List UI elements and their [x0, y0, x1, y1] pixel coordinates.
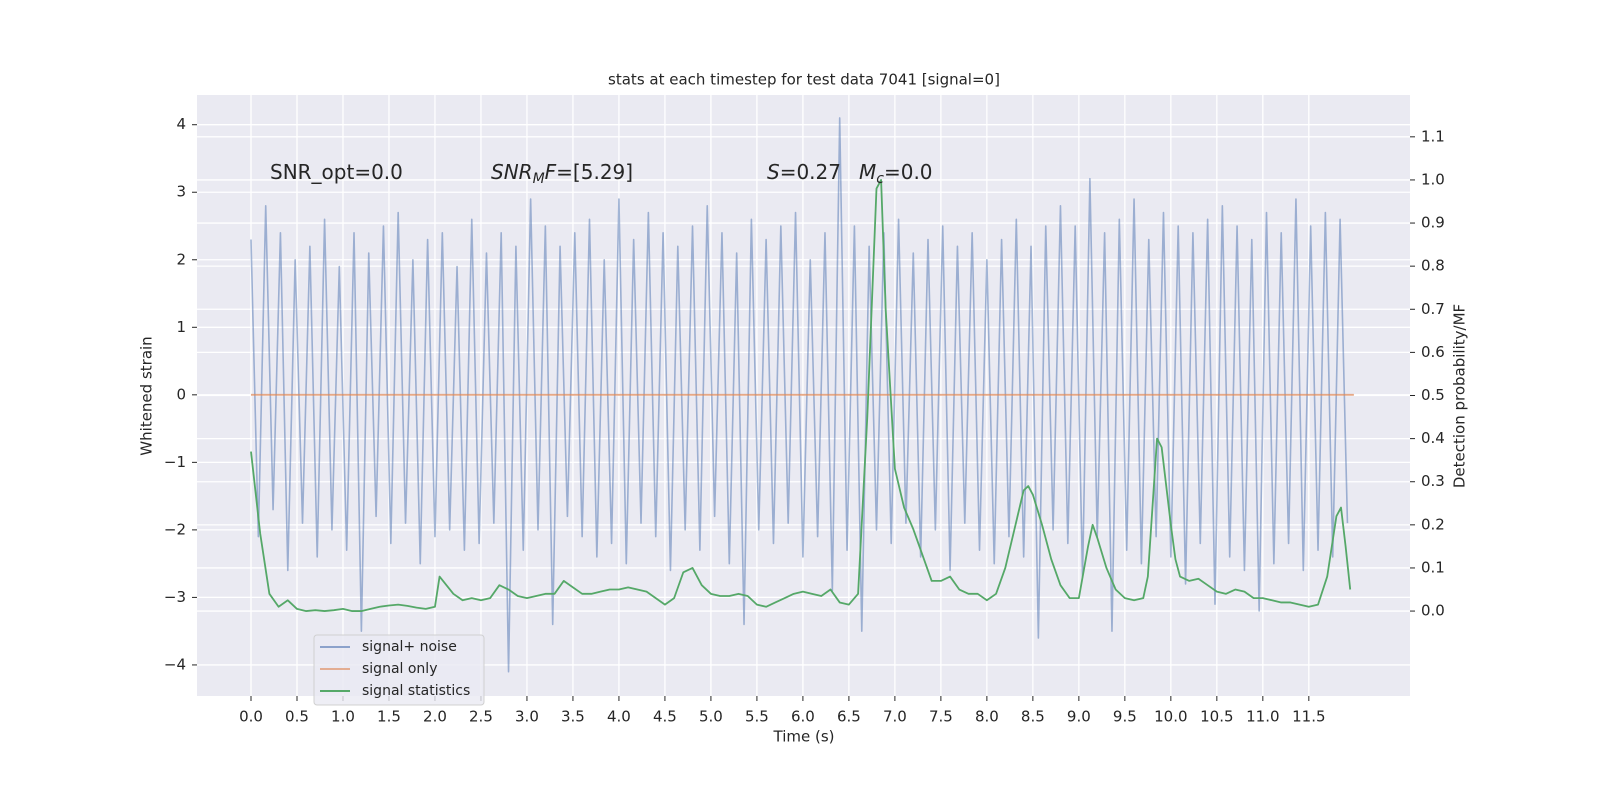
annotation-part: =0.27: [780, 160, 841, 184]
x-tick-label: 2.0: [423, 708, 447, 726]
legend-label: signal statistics: [362, 683, 470, 699]
x-tick-label: 9.5: [1113, 708, 1137, 726]
x-tick-label: 5.5: [745, 708, 769, 726]
y2-tick-label: 0.7: [1421, 300, 1445, 318]
annotation: S=0.27: [767, 160, 841, 184]
annotation-part: M: [859, 160, 876, 184]
x-tick-label: 9.0: [1067, 708, 1091, 726]
annotation: SNR_opt=0.0: [270, 160, 403, 184]
y-tick-label: 1: [176, 318, 186, 336]
y-tick-label: −3: [164, 588, 186, 606]
y2-axis-label: Detection probability/MF: [1451, 304, 1469, 488]
x-tick-label: 8.5: [1021, 708, 1045, 726]
legend-box: [313, 634, 485, 706]
y2-tick-label: 0.1: [1421, 558, 1445, 576]
y2-tick-label: 0.0: [1421, 602, 1445, 620]
y2-tick-label: 0.3: [1421, 472, 1445, 490]
x-tick-label: 2.5: [469, 708, 493, 726]
annotation-part: c: [876, 171, 884, 187]
y-tick-label: 3: [176, 183, 186, 201]
legend: signal+ noise signal only signal statistic…: [313, 634, 485, 706]
annotation-part: =[5.29]: [556, 160, 633, 184]
x-tick-label: 4.0: [607, 708, 631, 726]
x-tick-label: 0.5: [285, 708, 309, 726]
x-tick-label: 11.0: [1246, 708, 1279, 726]
y-tick-label: 4: [176, 115, 186, 133]
y2-tick-label: 1.0: [1421, 170, 1445, 188]
annotation-part: SNR_opt=0.0: [270, 160, 403, 184]
x-tick-label: 6.0: [791, 708, 815, 726]
x-tick-label: 3.0: [515, 708, 539, 726]
x-tick-label: 10.5: [1200, 708, 1233, 726]
x-tick-label: 3.5: [561, 708, 585, 726]
annotation-part: S: [767, 160, 780, 184]
annotation-part: M: [533, 171, 545, 187]
x-tick-label: 10.0: [1154, 708, 1187, 726]
x-tick-label: 11.5: [1292, 708, 1325, 726]
x-tick-label: 1.5: [377, 708, 401, 726]
x-tick-label: 1.0: [331, 708, 355, 726]
legend-label: signal only: [362, 661, 437, 677]
annotation: Mc=0.0: [859, 160, 933, 188]
annotation: SNRMF=[5.29]: [491, 160, 633, 188]
x-axis-label: Time (s): [773, 728, 835, 746]
legend-label: signal+ noise: [362, 639, 457, 655]
x-tick-label: 7.5: [929, 708, 953, 726]
x-tick-label: 7.0: [883, 708, 907, 726]
y-tick-label: 2: [176, 250, 186, 268]
x-tick-label: 0.0: [239, 708, 263, 726]
y-tick-label: −2: [164, 520, 186, 538]
y-tick-label: −1: [164, 453, 186, 471]
x-tick-label: 8.0: [975, 708, 999, 726]
y2-tick-label: 0.4: [1421, 429, 1445, 447]
y2-tick-label: 1.1: [1421, 127, 1445, 145]
y2-tick-label: 0.8: [1421, 257, 1445, 275]
y2-tick-label: 0.2: [1421, 515, 1445, 533]
y2-tick-label: 0.5: [1421, 386, 1445, 404]
annotation-part: F: [545, 160, 557, 184]
series-layer: [250, 117, 1354, 673]
annotation-part: =0.0: [884, 160, 933, 184]
x-tick-label: 6.5: [837, 708, 861, 726]
y-tick-label: 0: [176, 385, 186, 403]
x-tick-label: 5.0: [699, 708, 723, 726]
x-tick-label: 4.5: [653, 708, 677, 726]
series-line: [250, 179, 1352, 612]
y-tick-label: −4: [164, 655, 186, 673]
y2-tick-label: 0.6: [1421, 343, 1445, 361]
y2-tick-label: 0.9: [1421, 214, 1445, 232]
chart-title: stats at each timestep for test data 704…: [608, 71, 1000, 89]
series-line: [250, 117, 1349, 673]
annotation-part: SNR: [491, 160, 533, 184]
y-axis-label: Whitened strain: [138, 336, 156, 455]
